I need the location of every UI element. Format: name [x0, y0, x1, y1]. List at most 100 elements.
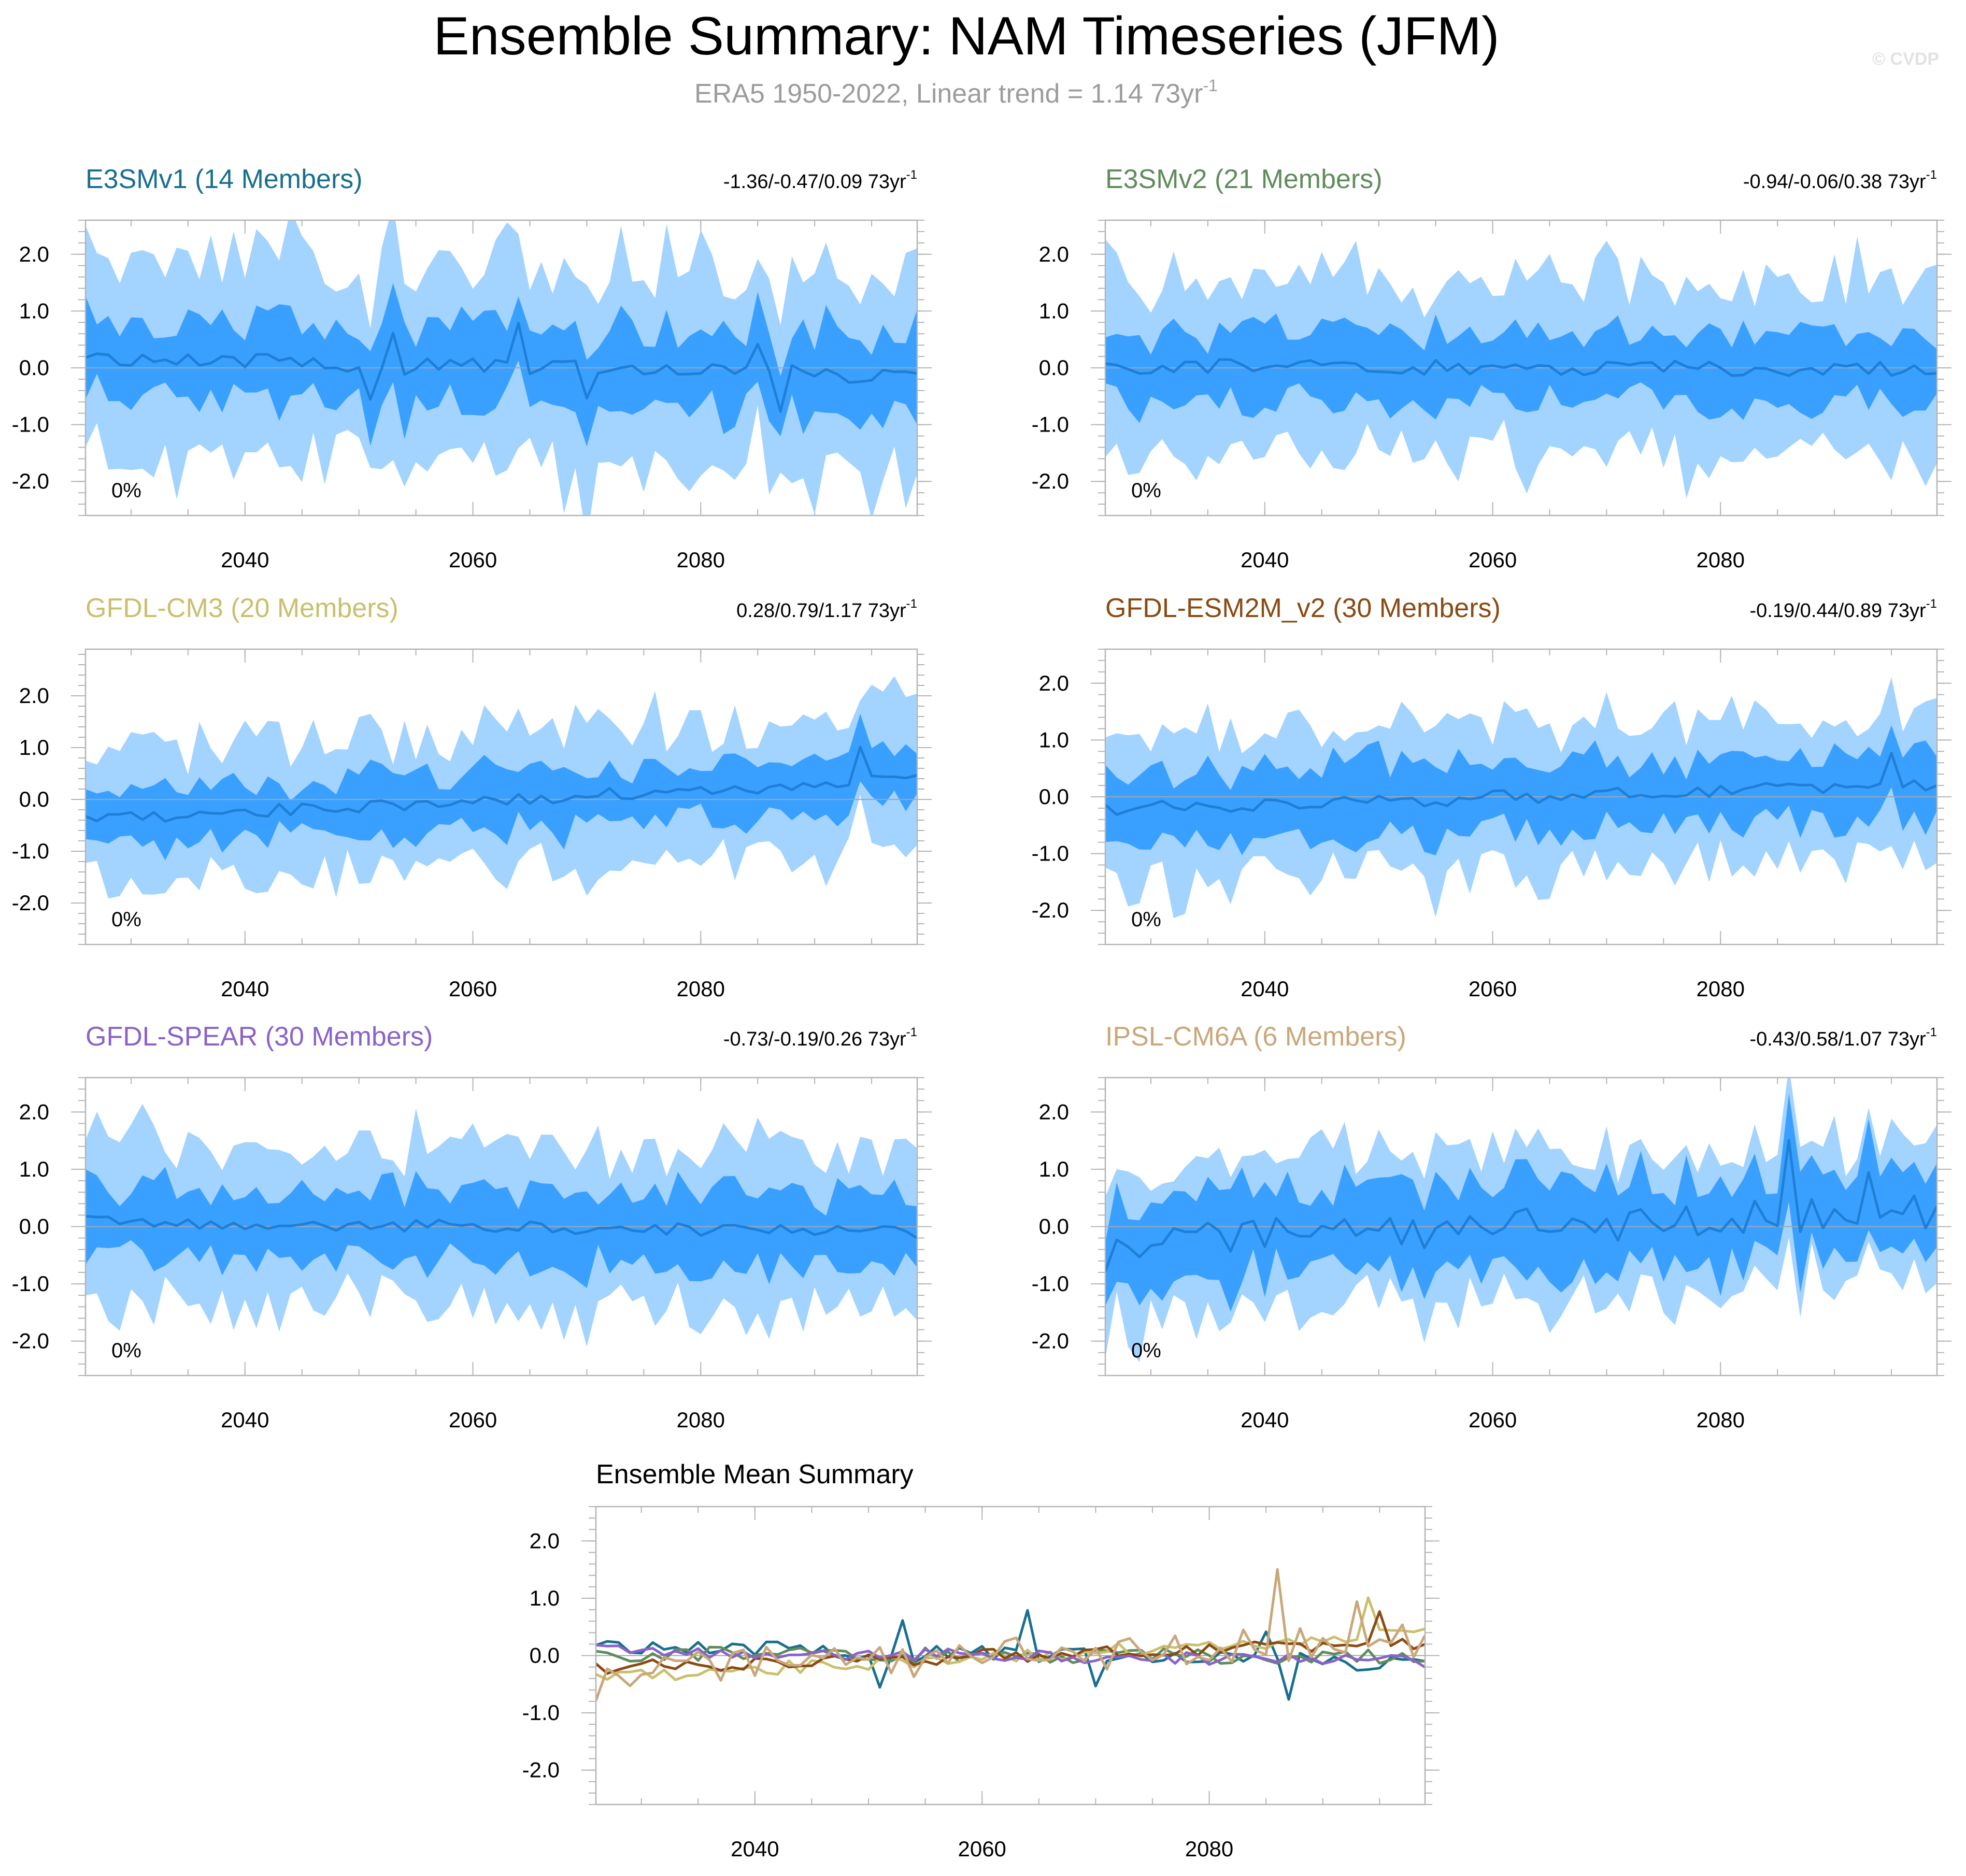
panel-frame [84, 1077, 918, 1377]
trend-superscript: -1 [906, 597, 917, 611]
x-tick-label: 2060 [449, 548, 497, 572]
subtitle-text: ERA5 1950-2022, Linear trend = 1.14 73yr [694, 79, 1203, 109]
y-tick-label: 0.0 [19, 787, 49, 811]
panel-title: GFDL-SPEAR (30 Members) [86, 1022, 433, 1052]
model-panel-2: E3SMv2 (21 Members) -0.94/-0.06/0.38 73yr… [1032, 164, 1951, 572]
cvdp-watermark: © CVDP [1872, 49, 1939, 69]
y-tick-label: -2.0 [1032, 1329, 1069, 1353]
y-tick-label: -1.0 [12, 412, 49, 437]
plot-area [596, 1568, 1425, 1701]
inner-spread-band [86, 283, 917, 447]
panel-title: GFDL-ESM2M_v2 (30 Members) [1105, 593, 1501, 623]
trend-values: -1.36/-0.47/0.09 73yr [723, 171, 906, 193]
y-tick-label: 2.0 [1039, 671, 1069, 695]
y-tick-label: -2.0 [522, 1758, 560, 1782]
plot-area [86, 220, 917, 515]
y-tick-label: 0.0 [1039, 1214, 1069, 1239]
y-tick-label: -1.0 [12, 839, 49, 863]
panel-frame [1104, 648, 1938, 946]
ensemble-mean-line [86, 322, 917, 413]
x-tick-label: 2040 [221, 977, 269, 1001]
panel-title: GFDL-CM3 (20 Members) [86, 593, 398, 623]
ensemble-mean-line [1105, 1139, 1937, 1272]
y-tick-label: 1.0 [1039, 1157, 1069, 1181]
y-tick-label: -1.0 [1032, 412, 1069, 437]
percent-label: 0% [111, 1339, 141, 1362]
y-tick-label: 2.0 [1039, 1099, 1069, 1124]
y-tick-label: 2.0 [1039, 242, 1069, 266]
trend-values: -0.73/-0.19/0.26 73yr [723, 1028, 906, 1050]
x-tick-label: 2080 [1697, 548, 1745, 572]
percent-label: 0% [111, 908, 141, 931]
y-tick-label: -2.0 [12, 1329, 49, 1353]
y-tick-label: 2.0 [19, 683, 49, 708]
plot-area [1105, 1078, 1937, 1362]
x-tick-label: 2060 [1469, 548, 1517, 572]
plot-area [86, 676, 917, 899]
y-tick-label: 1.0 [1039, 298, 1069, 323]
y-tick-label: 1.0 [1039, 727, 1069, 752]
y-tick-label: -1.0 [12, 1271, 49, 1296]
subtitle-superscript: -1 [1203, 76, 1218, 95]
y-tick-label: 0.0 [19, 355, 49, 380]
panel-trend-text: -0.73/-0.19/0.26 73yr-1 [723, 1025, 917, 1050]
panel-title: E3SMv1 (14 Members) [86, 164, 363, 194]
trend-superscript: -1 [1926, 597, 1937, 611]
y-tick-label: 0.0 [1039, 355, 1069, 380]
y-tick-label: -2.0 [12, 469, 49, 493]
ensemble-mean-panel: Ensemble Mean Summary 2.0 1.0 0.0 -1.0 -2.0 20… [522, 1459, 1440, 1861]
percent-label: 0% [1131, 908, 1161, 931]
x-tick-label: 2040 [221, 548, 269, 572]
panel-frame [84, 648, 918, 946]
panel-trend-text: -0.19/0.44/0.89 73yr-1 [1750, 597, 1937, 622]
panel-title: IPSL-CM6A (6 Members) [1105, 1022, 1406, 1052]
percent-label: 0% [111, 479, 141, 502]
panel-frame [1104, 219, 1938, 517]
panel-frame [1104, 1077, 1938, 1377]
ensemble-mean-line [86, 1214, 917, 1240]
series-line-ipsl-cm6a [596, 1568, 1425, 1701]
y-tick-label: 0.0 [1039, 784, 1069, 809]
x-tick-label: 2080 [1697, 1408, 1745, 1432]
x-tick-label: 2080 [1185, 1837, 1233, 1861]
ensemble-mean-line [1105, 358, 1937, 377]
x-tick-label: 2060 [449, 977, 497, 1001]
x-tick-label: 2040 [731, 1837, 779, 1861]
x-tick-label: 2040 [1241, 548, 1289, 572]
trend-values: 0.28/0.79/1.17 73yr [736, 600, 906, 622]
panel-frame [595, 1506, 1426, 1806]
ensemble-mean-line [1105, 752, 1937, 816]
y-tick-label: 0.0 [530, 1643, 560, 1668]
y-tick-label: 0.0 [19, 1214, 49, 1239]
x-tick-label: 2060 [1469, 1408, 1517, 1432]
trend-superscript: -1 [1926, 168, 1937, 182]
model-panel-1: E3SMv1 (14 Members) -1.36/-0.47/0.09 73yr… [12, 164, 932, 572]
panel-title: Ensemble Mean Summary [596, 1459, 914, 1490]
y-tick-label: 2.0 [19, 242, 49, 266]
x-tick-label: 2060 [958, 1837, 1006, 1861]
inner-spread-band [86, 713, 917, 861]
figure-subtitle: ERA5 1950-2022, Linear trend = 1.14 73yr… [694, 76, 1218, 109]
model-panel-6: IPSL-CM6A (6 Members) -0.43/0.58/1.07 73y… [1032, 1022, 1951, 1432]
panels-group: E3SMv1 (14 Members) -1.36/-0.47/0.09 73yr… [12, 164, 1951, 1861]
ensemble-mean-line [86, 746, 917, 823]
panel-trend-text: -0.43/0.58/1.07 73yr-1 [1750, 1025, 1937, 1050]
x-tick-label: 2060 [449, 1408, 497, 1432]
y-tick-label: 1.0 [530, 1586, 560, 1610]
x-tick-label: 2060 [1469, 977, 1517, 1001]
inner-spread-band [1105, 725, 1937, 855]
x-tick-label: 2080 [677, 977, 725, 1001]
x-tick-label: 2080 [677, 1408, 725, 1432]
trend-superscript: -1 [1926, 1025, 1937, 1039]
model-panel-4: GFDL-ESM2M_v2 (30 Members) -0.19/0.44/0.8… [1032, 593, 1951, 1001]
panel-trend-text: -1.36/-0.47/0.09 73yr-1 [723, 168, 917, 193]
y-tick-label: 2.0 [19, 1099, 49, 1124]
y-tick-label: 1.0 [19, 1157, 49, 1181]
panel-title: E3SMv2 (21 Members) [1105, 164, 1383, 194]
x-tick-label: 2040 [1241, 1408, 1289, 1432]
x-tick-label: 2040 [221, 1408, 269, 1432]
figure-title: Ensemble Summary: NAM Timeseries (JFM) [433, 6, 1499, 66]
y-tick-label: -2.0 [1032, 469, 1069, 493]
percent-label: 0% [1131, 479, 1161, 502]
